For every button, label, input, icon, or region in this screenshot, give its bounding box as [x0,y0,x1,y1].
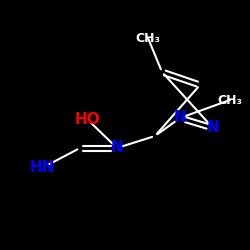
Text: CH₃: CH₃ [218,94,242,106]
Text: HO: HO [75,112,101,128]
Text: HN: HN [29,160,55,176]
Text: N: N [110,140,124,156]
Text: N: N [174,110,186,126]
Text: N: N [206,120,220,136]
Text: CH₃: CH₃ [136,32,160,44]
